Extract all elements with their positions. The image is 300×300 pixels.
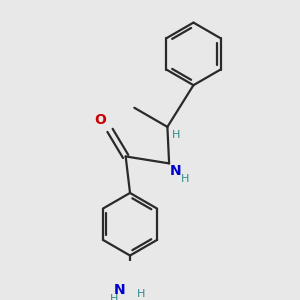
Text: N: N (170, 164, 182, 178)
Text: H: H (172, 130, 180, 140)
Text: H: H (110, 294, 118, 300)
Text: H: H (137, 289, 145, 298)
Text: H: H (180, 174, 189, 184)
Text: N: N (114, 283, 126, 297)
Text: O: O (95, 113, 106, 127)
